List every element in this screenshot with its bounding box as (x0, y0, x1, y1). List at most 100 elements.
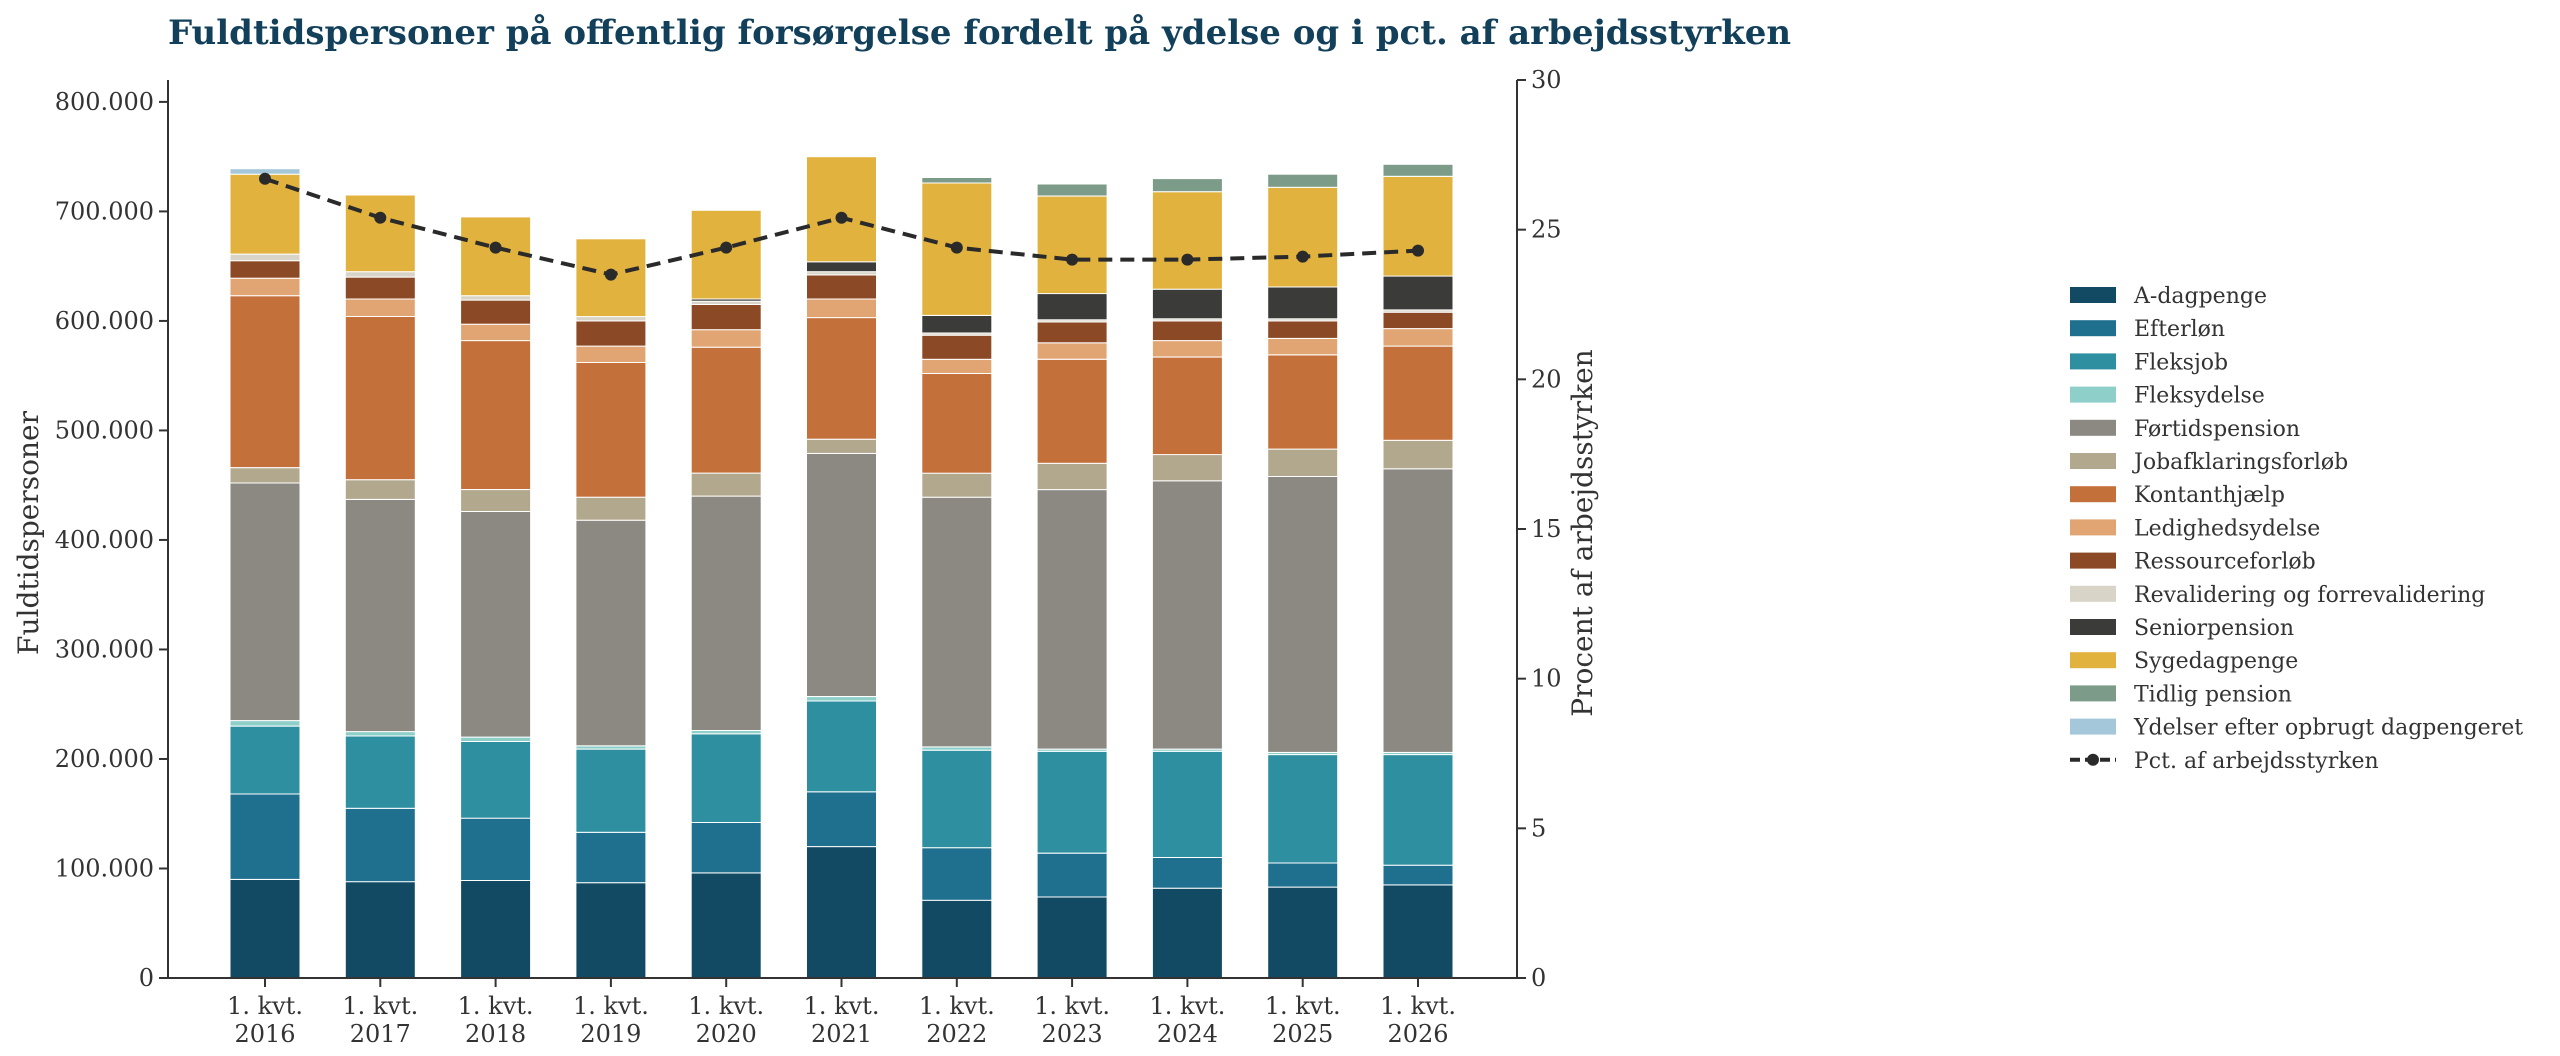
legend-label: Førtidspension (2134, 417, 2300, 442)
bar-segment (806, 846, 877, 979)
bar-segment (806, 274, 877, 300)
bar-segment (344, 194, 416, 273)
x-tick-label: 1. kvt. (227, 992, 303, 1020)
y-tick-label-right: 30 (1531, 66, 1562, 94)
bar-segment (1151, 191, 1223, 290)
bar-segment (460, 489, 532, 513)
bar-segment (806, 298, 877, 319)
pct-line-point (835, 211, 848, 224)
y-axis-label-left: Fuldtidspersoner (12, 410, 45, 655)
bar-segment (1267, 186, 1339, 288)
y-tick-label-right: 20 (1531, 365, 1562, 393)
x-tick-label: 1. kvt. (1034, 992, 1110, 1020)
bar-segment (1036, 358, 1108, 464)
bar-segment (1267, 354, 1339, 450)
x-tick-label: 1. kvt. (919, 992, 995, 1020)
bar-segment (690, 733, 762, 823)
bar-segment (575, 831, 647, 884)
bar-segment (1151, 750, 1223, 858)
pct-line-point (489, 241, 502, 254)
bar-segment (1382, 864, 1454, 886)
bar-segment (690, 495, 762, 731)
bar-segment (1036, 342, 1108, 360)
bar-segment (460, 741, 532, 819)
legend-label: Sygedagpenge (2134, 649, 2298, 674)
chart-title: Fuldtidspersoner på offentlig forsørgels… (168, 13, 1791, 53)
bar-segment (575, 882, 647, 979)
pct-line-point (1412, 244, 1424, 257)
bar-segment (690, 472, 762, 497)
bar-segment (921, 177, 993, 184)
legend-line-marker (2087, 753, 2099, 766)
bar-segment (1151, 178, 1223, 193)
bar-segment (229, 793, 301, 880)
y-tick-label-left: 0 (139, 964, 154, 992)
x-tick-label: 2018 (465, 1020, 526, 1048)
bar-segment (344, 881, 416, 979)
bar-segment (806, 700, 877, 793)
bar-segment (1036, 293, 1108, 321)
legend-label: Seniorpension (2134, 616, 2294, 641)
bar-segment (690, 872, 762, 979)
bar-segment (344, 479, 416, 500)
bar-segment (806, 156, 877, 263)
legend-label: Fleksydelse (2134, 384, 2265, 409)
pct-line-point (374, 211, 387, 224)
bar-segment (575, 345, 647, 364)
bar-segment (229, 725, 301, 795)
legend-label: Ledighedsydelse (2134, 516, 2320, 541)
bar-segment (344, 731, 416, 737)
bar-segment (344, 498, 416, 733)
pct-line-point (950, 241, 963, 254)
bar-segment (1267, 337, 1339, 356)
x-tick-label: 2026 (1387, 1020, 1448, 1048)
bar-segment (1267, 286, 1339, 320)
bar-segment (921, 315, 993, 334)
bar-segment (921, 899, 993, 979)
pct-line-point (604, 268, 617, 281)
bar-segment (460, 736, 532, 742)
bar-segment (1151, 480, 1223, 750)
bar-segment (1267, 475, 1339, 753)
x-tick-label: 2020 (696, 1020, 757, 1048)
x-tick-label: 2024 (1157, 1020, 1218, 1048)
bar-segment (1267, 862, 1339, 888)
legend-label: Fleksjob (2134, 350, 2228, 375)
bar-segment (1036, 489, 1108, 750)
y-tick-label-left: 600.000 (55, 307, 154, 335)
bar-segment (344, 271, 416, 278)
legend-swatch (2070, 685, 2116, 702)
pct-line-point (720, 241, 733, 254)
bar-segment (229, 260, 301, 279)
bar-segment (806, 696, 877, 702)
bar-segment (575, 519, 647, 747)
y-tick-label-right: 25 (1531, 216, 1562, 244)
legend-label: Ressourceforløb (2134, 550, 2316, 575)
bar-segment (1036, 896, 1108, 979)
bar-segment (229, 720, 301, 727)
bar-segment (921, 358, 993, 374)
bar-segment (575, 320, 647, 347)
bar-segment (229, 467, 301, 484)
legend: A-dagpenge Efterløn Fleksjob Fleksydelse Før… (2070, 284, 2523, 774)
bar-segment (460, 323, 532, 342)
legend-swatch (2070, 486, 2116, 503)
bar-segment (1036, 321, 1108, 344)
x-tick-label: 1. kvt. (458, 992, 534, 1020)
bar-segment (1382, 275, 1454, 311)
bar-segment (1151, 857, 1223, 889)
bar-segment (344, 735, 416, 809)
legend-label: Pct. af arbejdsstyrken (2134, 749, 2379, 774)
bar-segment (1151, 356, 1223, 456)
y-tick-label-right: 5 (1531, 814, 1546, 842)
bar-segment (460, 299, 532, 325)
legend-swatch (2070, 353, 2116, 370)
bar-segment (460, 340, 532, 490)
bar-segment (1382, 439, 1454, 470)
y-tick-label-right: 15 (1531, 515, 1562, 543)
bar-segment (921, 749, 993, 849)
bar-segment (460, 216, 532, 297)
bar-segment (575, 362, 647, 498)
